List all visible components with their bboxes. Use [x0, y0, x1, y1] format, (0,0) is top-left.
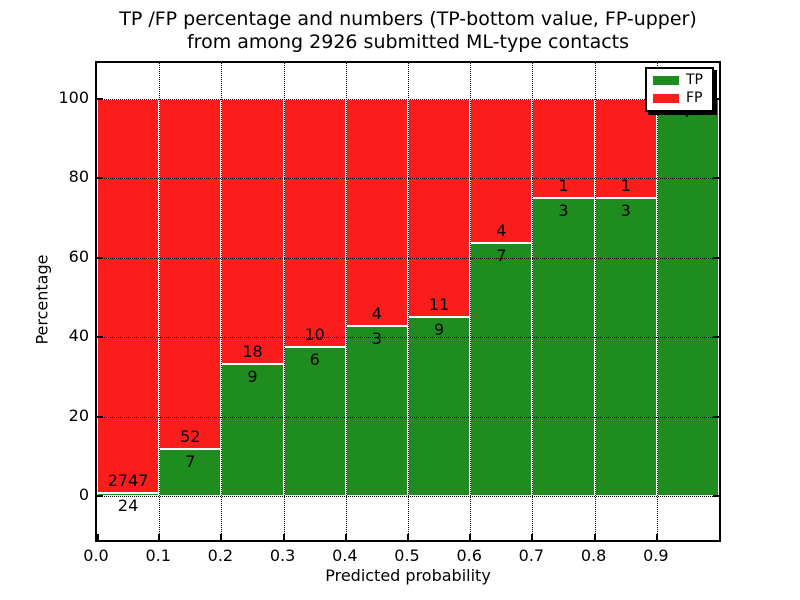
x-tick-label-8: 0.8 — [580, 546, 607, 565]
chart-title-line1: TP /FP percentage and numbers (TP-bottom… — [119, 8, 697, 30]
xtick-5 — [407, 534, 409, 540]
x-tick-label-9: 0.9 — [643, 546, 669, 565]
ytick-right-40 — [713, 336, 719, 339]
gridline-x-2 — [221, 63, 223, 540]
tp-count-label-7: 3 — [558, 201, 569, 221]
x-tick-label-0: 0.0 — [83, 546, 109, 565]
gridline-x-7 — [532, 63, 534, 540]
gridline-x-4 — [345, 63, 347, 540]
tp-count-label-1: 7 — [185, 451, 196, 471]
gridline-x-6 — [470, 63, 472, 540]
xtick-3 — [282, 534, 285, 540]
ytick-left-20 — [97, 415, 103, 418]
bar-segment-tp-7 — [532, 198, 595, 496]
ytick-left-60 — [97, 256, 103, 259]
legend-row-fp: FP — [653, 89, 706, 106]
fp-count-label-4: 4 — [371, 303, 382, 323]
gridline-x-3 — [283, 63, 285, 540]
y-tick-label-60: 60 — [68, 246, 89, 266]
y-tick-label-40: 40 — [68, 326, 89, 346]
tp-count-label-5: 9 — [434, 320, 445, 340]
bar-segment-tp-6 — [470, 243, 533, 496]
bar-segment-tp-2 — [221, 363, 284, 496]
gridline-x-9 — [656, 63, 658, 540]
chart-title-line2: from among 2926 submitted ML-type contac… — [186, 31, 630, 53]
legend-label-fp: FP — [686, 89, 703, 106]
fp-count-label-1: 52 — [180, 426, 201, 446]
tp-count-label-6: 7 — [496, 246, 507, 266]
y-tick-label-20: 20 — [68, 405, 89, 425]
xtick-1 — [158, 534, 161, 540]
bar-segment-tp-8 — [594, 198, 657, 496]
x-tick-label-5: 0.5 — [394, 546, 420, 565]
x-tick-label-1: 0.1 — [145, 546, 171, 565]
fp-count-label-5: 11 — [428, 295, 450, 315]
ytick-right-80 — [713, 177, 719, 180]
tp-count-label-0: 24 — [117, 495, 139, 515]
xtick-4 — [344, 534, 347, 540]
x-tick-label-6: 0.6 — [456, 546, 482, 565]
legend: TP FP — [645, 67, 714, 112]
bar-segment-tp-4 — [345, 325, 408, 496]
y-axis-label: Percentage — [32, 254, 52, 345]
y-tick-label-0: 0 — [78, 485, 89, 504]
ytick-left-100 — [97, 98, 103, 100]
bar-segment-fp-0 — [97, 99, 160, 493]
tp-count-label-3: 6 — [309, 350, 320, 370]
gridline-x-8 — [594, 63, 596, 540]
xtick-2 — [220, 534, 223, 540]
ytick-left-80 — [97, 177, 103, 180]
xtick-0 — [97, 534, 99, 540]
fp-count-label-2: 18 — [242, 341, 263, 361]
x-tick-label-4: 0.4 — [332, 546, 358, 565]
ytick-right-60 — [713, 256, 719, 259]
bar-segment-tp-0 — [97, 492, 160, 496]
fp-swatch — [653, 93, 679, 103]
fp-count-label-6: 4 — [496, 221, 507, 241]
bar-segment-fp-1 — [159, 99, 222, 449]
plot-area: 274724527189106431194713137 — [95, 61, 721, 542]
gridline-x-5 — [408, 63, 409, 540]
fp-count-label-8: 1 — [620, 176, 631, 196]
tp-count-label-2: 9 — [247, 366, 258, 386]
legend-label-tp: TP — [686, 72, 703, 89]
chart-title: TP /FP percentage and numbers (TP-bottom… — [97, 8, 719, 54]
ytick-right-100 — [713, 98, 719, 100]
x-tick-label-3: 0.3 — [269, 546, 296, 565]
xtick-9 — [655, 534, 658, 540]
x-tick-label-7: 0.7 — [518, 546, 545, 565]
bar-segment-tp-9 — [656, 99, 719, 496]
bar-segment-fp-3 — [283, 99, 346, 348]
gridline-x-1 — [159, 63, 161, 540]
bar-segment-fp-4 — [345, 99, 408, 326]
ytick-left-0 — [97, 495, 103, 497]
fp-count-label-0: 2747 — [107, 470, 149, 490]
ytick-right-20 — [713, 415, 719, 418]
bar-segment-fp-2 — [221, 99, 284, 364]
bar-segment-tp-3 — [283, 347, 346, 496]
ytick-right-0 — [713, 495, 719, 497]
x-tick-label-2: 0.2 — [207, 546, 234, 565]
y-tick-label-80: 80 — [68, 167, 89, 187]
tp-count-label-4: 3 — [371, 328, 382, 348]
fp-count-label-3: 10 — [304, 325, 325, 345]
xtick-7 — [531, 534, 534, 540]
fp-count-label-7: 1 — [558, 176, 569, 196]
x-axis-label: Predicted probability — [325, 566, 491, 585]
legend-row-tp: TP — [653, 73, 706, 88]
ytick-left-40 — [97, 336, 103, 339]
xtick-8 — [593, 534, 596, 540]
bar-segment-tp-5 — [408, 317, 471, 496]
bar-segment-fp-5 — [408, 99, 471, 318]
y-tick-label-100: 100 — [58, 88, 89, 107]
tp-count-label-8: 3 — [620, 201, 631, 221]
xtick-6 — [469, 534, 472, 540]
tp-swatch — [653, 76, 679, 86]
